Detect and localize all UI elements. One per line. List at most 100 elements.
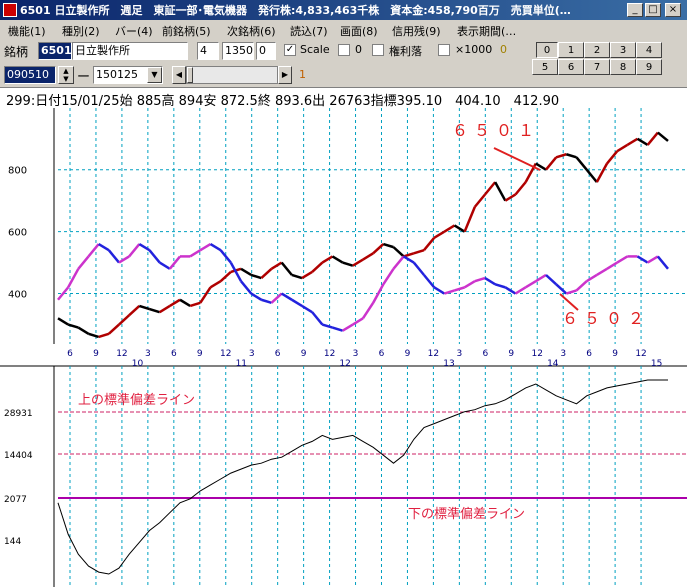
menu-kino[interactable]: 機能(1) xyxy=(8,25,46,38)
series-6501-segment xyxy=(270,261,283,270)
series-6502-segment xyxy=(87,243,100,258)
series-6501-segment xyxy=(657,131,669,142)
dash-separator: ー xyxy=(77,70,91,85)
menu-shubetsu[interactable]: 種別(2) xyxy=(62,25,100,38)
series-6502-segment xyxy=(392,255,405,270)
series-6502-segment xyxy=(148,249,161,264)
menu-period[interactable]: 表示期間(… xyxy=(457,25,517,38)
series-6501-segment xyxy=(342,261,354,267)
series-6501-segment xyxy=(362,252,374,261)
num-button-2[interactable]: 2 xyxy=(584,42,610,58)
x-month-tick: 6 xyxy=(482,349,488,359)
x-year-label: 14 xyxy=(547,359,559,369)
kenri-checkbox[interactable] xyxy=(372,44,384,56)
price-y-tick: 800 xyxy=(8,166,27,177)
x-month-tick: 12 xyxy=(220,349,231,359)
info-bar: 299:日付15/01/25始 885高 894安 872.5終 893.6出 … xyxy=(0,87,687,109)
minimize-button[interactable]: _ xyxy=(627,3,643,17)
chevron-down-icon[interactable]: ▼ xyxy=(147,67,162,83)
zero-label: 0 xyxy=(355,43,362,56)
x-month-tick: 6 xyxy=(171,349,177,359)
x-month-tick: 3 xyxy=(353,349,359,359)
x-month-tick: 6 xyxy=(275,349,281,359)
scrollbar-thumb[interactable] xyxy=(187,67,193,83)
param-c-field[interactable]: 0 xyxy=(256,42,276,60)
menu-bar-type[interactable]: バー(4) xyxy=(115,25,153,38)
series-6501-segment xyxy=(311,261,324,273)
kenri-label: 権利落 xyxy=(389,45,422,58)
num-button-8[interactable]: 8 xyxy=(610,59,636,75)
series-6502-segment xyxy=(321,323,333,329)
series-6502-segment xyxy=(361,302,375,320)
start-date-field[interactable]: 090510 xyxy=(4,66,56,84)
series-6501-segment xyxy=(98,332,110,339)
scrollbar-track[interactable] xyxy=(186,66,278,84)
menu-next-stock[interactable]: 次銘柄(6) xyxy=(227,25,276,38)
series-6502-segment xyxy=(128,243,141,258)
series-6502-segment xyxy=(504,286,517,295)
series-6501-segment xyxy=(585,168,598,183)
x-month-tick: 9 xyxy=(612,349,618,359)
num-button-1[interactable]: 1 xyxy=(558,42,584,58)
stock-name-field[interactable]: 日立製作所 xyxy=(72,42,188,60)
series-6502-segment xyxy=(372,283,385,304)
close-button[interactable]: × xyxy=(665,3,681,17)
menu-credit[interactable]: 信用残(9) xyxy=(392,25,441,38)
series-6501-segment xyxy=(443,224,456,233)
num-button-6[interactable]: 6 xyxy=(558,59,584,75)
series-6501-segment xyxy=(57,317,69,326)
menu-screen[interactable]: 画面(8) xyxy=(340,25,378,38)
stock-code-field[interactable]: 6501 xyxy=(38,42,72,60)
series-6501-segment xyxy=(179,298,191,308)
series-6502-segment xyxy=(67,268,80,288)
x-month-tick: 6 xyxy=(67,349,73,359)
series-6501-segment xyxy=(595,162,609,183)
series-6502-segment xyxy=(311,311,324,326)
series-6501-segment xyxy=(372,243,385,255)
date-spinner[interactable]: ▲ ▼ xyxy=(58,66,74,84)
x1000-checkbox[interactable] xyxy=(438,44,450,56)
std-dev-label: 上の標準偏差ライン xyxy=(78,392,195,408)
series-6501-segment xyxy=(565,153,577,159)
num-button-3[interactable]: 3 xyxy=(610,42,636,58)
param-b-field[interactable]: 1350 xyxy=(222,42,254,60)
num-button-5[interactable]: 5 xyxy=(532,59,558,75)
series-6502-segment xyxy=(138,242,151,252)
menu-load[interactable]: 読込(7) xyxy=(290,25,328,38)
scale-checkbox[interactable]: ✓ xyxy=(284,44,296,56)
series-6502-segment xyxy=(535,273,547,283)
end-date-select[interactable]: 150125 ▼ xyxy=(93,66,163,84)
series-6502-segment xyxy=(443,289,455,295)
series-6501-segment xyxy=(606,150,619,165)
scroll-right-button[interactable]: ▶ xyxy=(278,66,292,84)
num-button-9[interactable]: 9 xyxy=(636,59,662,75)
x-month-tick: 9 xyxy=(301,349,307,359)
num-button-0[interactable]: 0 xyxy=(536,42,558,58)
num-button-4[interactable]: 4 xyxy=(636,42,662,58)
series-6501-segment xyxy=(169,298,181,308)
series-6501-segment xyxy=(382,242,394,249)
series-6502-segment xyxy=(332,326,344,332)
ratio-line xyxy=(57,379,668,575)
num-button-7[interactable]: 7 xyxy=(584,59,610,75)
menu-prev-stock[interactable]: 前銘柄(5) xyxy=(162,25,211,38)
series-6501-segment xyxy=(240,267,252,277)
param-a-field[interactable]: 4 xyxy=(197,42,219,60)
series-6502-segment xyxy=(342,323,354,332)
series-6502-segment xyxy=(423,274,436,289)
scroll-left-button[interactable]: ◀ xyxy=(172,66,186,84)
zero-checkbox[interactable] xyxy=(338,44,350,56)
series-6502-segment xyxy=(403,255,415,264)
series-6501-segment xyxy=(138,304,150,311)
price-y-tick: 600 xyxy=(8,228,27,239)
x1000-value: 0 xyxy=(500,43,507,56)
maximize-button[interactable]: □ xyxy=(645,3,661,17)
series-6501-segment xyxy=(352,258,364,267)
series-6501-segment xyxy=(209,280,222,289)
title-bar: 6501 日立製作所 週足 東証一部･電気機器 発行株:4,833,463千株 … xyxy=(0,0,687,20)
price-y-tick: 400 xyxy=(8,290,27,301)
series-6502-segment xyxy=(260,298,272,305)
series-6502-segment xyxy=(301,304,313,314)
window-title: 6501 日立製作所 週足 東証一部･電気機器 発行株:4,833,463千株 … xyxy=(20,4,571,17)
annotation-6501: ６５０１ xyxy=(452,121,540,140)
